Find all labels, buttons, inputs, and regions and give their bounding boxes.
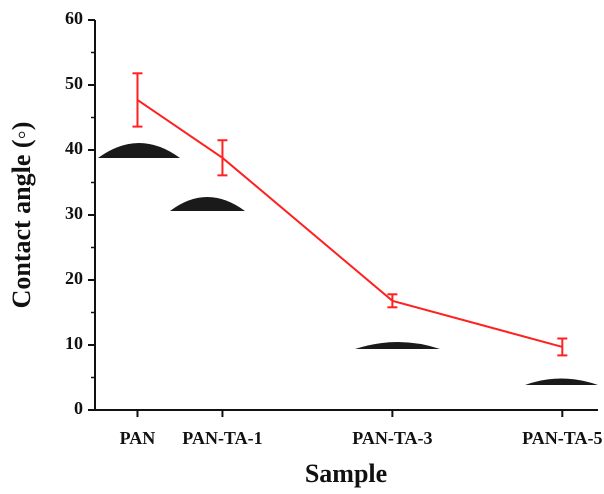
error-bar [557,337,568,357]
error-bar [132,72,143,128]
y-tick-label: 30 [65,203,83,223]
y-tick-label: 60 [65,8,83,28]
error-bar [217,139,228,177]
y-tick-label: 50 [65,73,83,93]
x-axis-title: Sample [305,459,387,488]
droplet [525,378,598,385]
droplet [355,342,440,349]
y-tick-label: 20 [65,268,83,288]
x-tick-label: PAN-TA-1 [182,428,262,448]
droplet [170,197,245,211]
error-bar [387,293,398,309]
y-tick-label: 0 [74,398,83,418]
y-tick-label: 10 [65,333,83,353]
x-tick-label: PAN [120,428,156,448]
y-tick-label: 40 [65,138,83,158]
droplet [98,143,180,158]
x-tick-label: PAN-TA-3 [352,428,432,448]
droplets [98,143,598,385]
x-tick-label: PAN-TA-5 [522,428,602,448]
y-axis-title: Contact angle (◦) [7,122,36,309]
data-line [136,99,563,348]
